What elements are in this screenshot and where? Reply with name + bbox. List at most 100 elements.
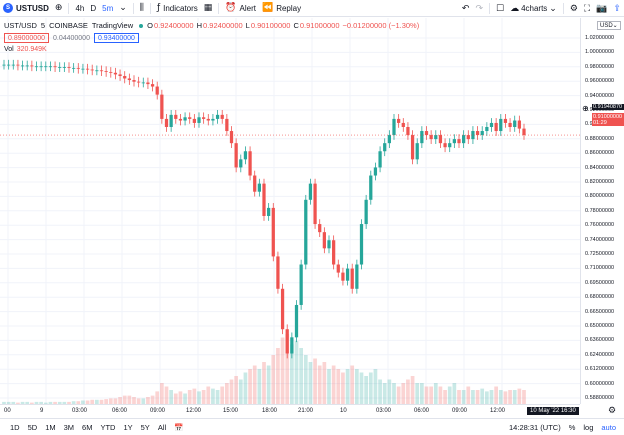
interval-4h-label: 4h [75,3,85,13]
candle-body [123,76,127,79]
candle-body [174,114,178,119]
volume-bar [34,401,39,404]
time-axis-tick: 18:00 [262,408,278,414]
layout-name: 4charts [521,4,548,13]
compare-button[interactable]: ⊕ [52,0,66,17]
volume-bar [85,400,90,404]
candle-body [127,78,131,81]
volume-bar [225,383,229,404]
candle-body [99,70,104,72]
candle-body [378,151,382,168]
layout-select-button[interactable]: ☐ [493,0,507,17]
range-1m[interactable]: 1M [45,422,56,432]
candle-body [494,122,498,132]
alert-button[interactable]: ⏰ Alert [222,0,259,17]
price-axis-tick: 0.69500000 [585,279,615,286]
auto-toggle[interactable]: auto [601,423,616,432]
price-axis-tick: 0.68000000 [585,294,615,301]
top-toolbar: S USTUSD ⊕ 4h D 5m ⌄ ⫼ ƒ Indicators ▦ ⏰ … [0,0,624,17]
candle-body [206,118,210,121]
candle-body [16,64,20,66]
sell-button[interactable]: 0.89000000 [4,33,49,43]
templates-button[interactable]: ▦ [201,0,216,17]
range-1y[interactable]: 1Y [123,422,133,432]
trade-buttons: 0.89000000 0.04400000 0.93400000 [4,33,143,43]
range-ytd[interactable]: YTD [100,422,116,432]
price-axis-tick: 0.78000000 [585,207,615,214]
interval-dropdown[interactable]: ⌄ [116,0,130,17]
legend-close-label: C [293,21,299,30]
candle-body [90,69,94,71]
range-5d[interactable]: 5D [27,422,38,432]
volume-bar [475,390,480,404]
time-axis[interactable]: 12:00 09:00 06:00 03:00 10 21:00 18:00 15:00 12:… [0,404,580,418]
candle-body [359,224,364,265]
volume-bar [197,391,201,404]
interval-5m[interactable]: 5m [99,0,116,17]
alarm-clock-icon: ⏰ [225,3,237,13]
range-5y[interactable]: 5Y [140,422,150,432]
candle-body [415,143,419,160]
candle-body [183,117,187,121]
candle-body [429,135,433,140]
candles-icon: ⫼ [139,3,144,13]
currency-selector[interactable]: USD⌄ [597,21,621,30]
range-1d[interactable]: 1D [10,422,20,432]
undo-button[interactable]: ↶ [459,0,473,17]
volume-bar [498,390,503,404]
chevron-down-icon: ⌄ [612,22,618,29]
save-layout-button[interactable]: ☁ 4charts ⌄ [507,0,560,17]
price-axis-tick: 0.62400000 [585,351,615,358]
log-toggle[interactable]: log [583,423,594,432]
volume-bar [127,395,132,404]
price-chart[interactable] [0,18,580,404]
percent-toggle[interactable]: % [568,423,576,432]
volume-bar [317,365,322,404]
volume-bar [215,390,220,404]
indicators-icon: ƒ [156,3,161,13]
chart-type-button[interactable]: ⫼ [137,0,147,17]
candle-body [239,159,243,168]
candle-body [373,167,378,176]
candle-body [39,66,43,68]
candle-body [118,74,122,77]
price-axis[interactable]: 1.02000000 1.00000000 0.98000000 0.96000000… [580,18,624,404]
candle-body [443,143,447,148]
price-axis-tick: 0.74000000 [585,236,615,243]
candle-body [2,64,6,66]
symbol-name: USTUSD [16,3,49,13]
volume-bar [132,397,136,404]
range-6m[interactable]: 6M [82,422,93,432]
snapshot-button[interactable]: 📷 [593,0,610,17]
candle-body [392,118,396,136]
settings-button[interactable]: ⚙ [567,0,581,17]
axis-settings-button[interactable]: ⚙ [600,404,624,418]
volume-bar [420,383,424,404]
price-axis-tick: 0.63600000 [585,337,615,344]
volume-bar [410,376,415,404]
volume-bar [192,388,197,404]
price-axis-tick: 0.71000000 [585,265,615,272]
fullscreen-button[interactable]: ⛶ [581,0,593,17]
publish-button[interactable]: ⇪ [610,0,624,17]
clock[interactable]: 14:28:31 (UTC) [509,423,561,432]
volume-bar [150,395,155,404]
volume-bar [364,376,368,404]
replay-button[interactable]: ⏪ Replay [259,0,304,17]
interval-d[interactable]: D [87,0,99,17]
price-axis-tick: 1.02000000 [585,35,615,41]
candle-body [508,122,512,127]
range-3m[interactable]: 3M [63,422,75,432]
volume-bar [6,401,11,404]
redo-button[interactable]: ↷ [472,0,486,17]
buy-button[interactable]: 0.93400000 [93,33,139,43]
candle-body [485,126,489,132]
legend-high-label: H [196,21,203,30]
range-all[interactable]: All [157,422,167,432]
volume-bar [438,386,443,404]
symbol-search[interactable]: S USTUSD [0,0,52,17]
indicators-button[interactable]: ƒ Indicators [154,0,201,17]
add-alert-icon[interactable]: ⊕ [582,104,589,113]
interval-4h[interactable]: 4h [72,0,87,17]
go-to-date-button[interactable]: 📅 [170,423,187,432]
